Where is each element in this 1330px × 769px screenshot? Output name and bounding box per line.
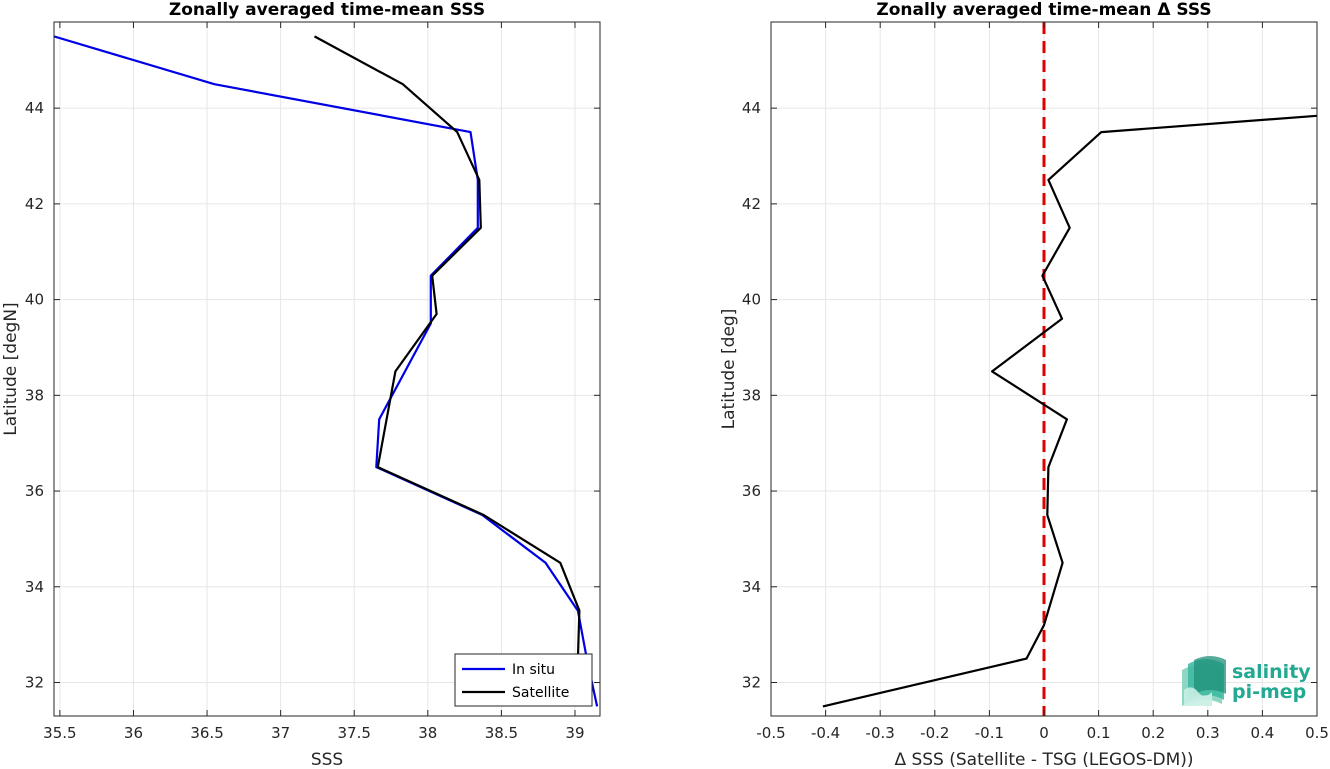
x-tick-label: 0.3 [1196,724,1220,742]
x-tick-label: -0.4 [811,724,840,742]
x-tick-label: -0.5 [756,724,785,742]
y-tick-label: 40 [25,291,44,309]
x-tick-label: 37.5 [338,724,371,742]
chart-title: Zonally averaged time-mean SSS [169,0,485,20]
axes-box [53,21,601,717]
x-tick-label: 39 [565,724,584,742]
x-tick-label: 38.5 [485,724,518,742]
salinity-pimep-logo: salinity pi-mep [1182,656,1311,706]
y-tick-label: 42 [25,195,44,213]
x-tick-label: 38 [418,724,437,742]
y-tick-label: 32 [742,673,761,691]
x-tick-label: -0.3 [866,724,895,742]
x-tick-label: 0.1 [1087,724,1111,742]
x-tick-label: 36 [124,724,143,742]
x-tick-label: 37 [271,724,290,742]
legend: In situ Satellite [454,653,593,707]
y-tick-label: 40 [742,291,761,309]
x-tick-label: 0.2 [1141,724,1165,742]
y-tick-label: 36 [742,482,761,500]
y-tick-label: 38 [742,386,761,404]
series-line-satellite [313,35,581,707]
left-panel: 35.5 36 36.5 37 37.5 38 38.5 39 32 34 36 38 40 42 44 Zo… [1,0,601,769]
y-tick-label: 32 [25,673,44,691]
x-tick-label: 0.5 [1305,724,1329,742]
series-line-0 [822,114,1317,708]
y-tick-label: 34 [25,578,44,596]
logo-text-line2: pi-mep [1232,681,1306,703]
x-axis-label: SSS [311,750,343,769]
logo-text-line1: salinity [1232,661,1311,683]
y-tick-label: 42 [742,195,761,213]
y-axis-label: Latitude [degN] [1,302,21,435]
y-tick-label: 34 [742,578,761,596]
y-axis-label: Latitude [deg] [719,309,739,430]
x-tick-label: 35.5 [43,724,76,742]
chart-title: Zonally averaged time-mean Δ SSS [876,0,1211,20]
x-tick-label: 0.4 [1250,724,1274,742]
y-tick-label: 38 [25,386,44,404]
x-tick-label: -0.1 [975,724,1004,742]
y-tick-label: 36 [25,482,44,500]
y-tick-label: 44 [742,99,761,117]
plot-area [54,22,600,716]
right-panel: -0.5 -0.4 -0.3 -0.2 -0.1 0 0.1 0.2 0.3 0.4 0.5 32 34… [719,0,1329,769]
y-tick-label: 44 [25,99,44,117]
x-tick-label: -0.2 [920,724,949,742]
x-axis-label: Δ SSS (Satellite - TSG (LEGOS-DM)) [894,750,1193,769]
x-tick-label: 36.5 [190,724,223,742]
legend-entry: Satellite [512,685,569,701]
series-line-in-situ [54,35,599,707]
x-tick-label: 0 [1039,724,1049,742]
legend-entry: In situ [512,662,555,678]
